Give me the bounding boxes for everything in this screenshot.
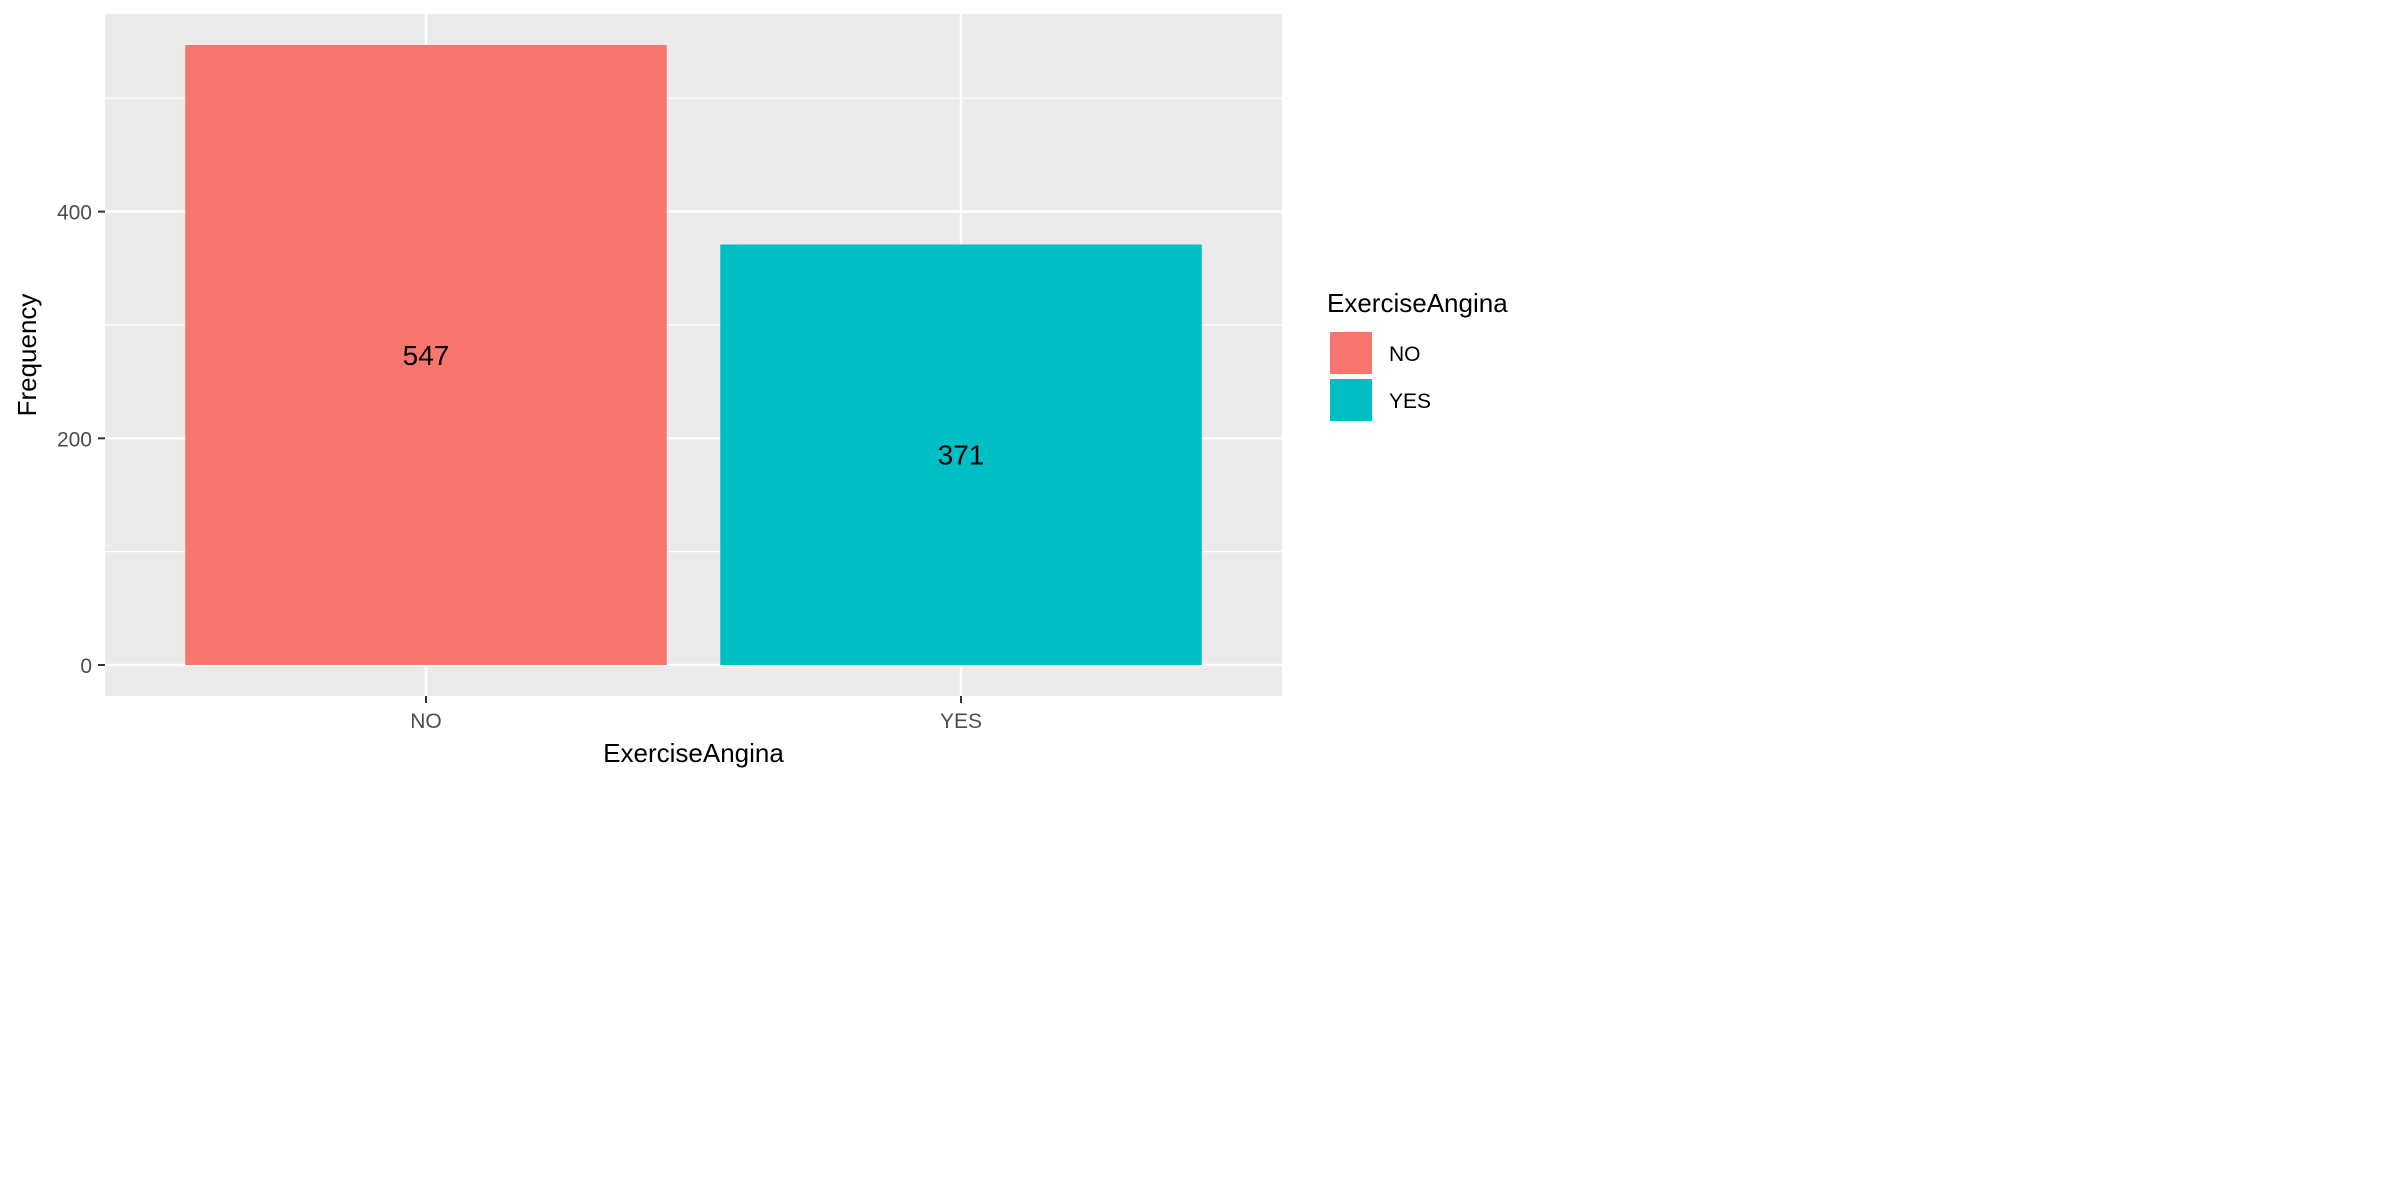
y-tick-label: 400 <box>57 202 92 225</box>
legend-item-no: NO <box>1328 330 1421 376</box>
bars <box>185 45 1202 666</box>
y-tick-label: 200 <box>57 428 92 451</box>
legend-item-yes: YES <box>1328 377 1431 423</box>
y-axis-title: Frequency <box>12 294 42 417</box>
data-label-no: 547 <box>403 340 450 371</box>
y-axis: 0 200 400 <box>57 202 105 678</box>
x-axis: NO YES <box>410 696 982 733</box>
data-label-yes: 371 <box>938 440 985 471</box>
bar-chart: 547 371 0 200 400 NO YES ExerciseAngina Freq… <box>12 14 1508 768</box>
legend-title: ExerciseAngina <box>1327 288 1508 318</box>
x-tick-label: YES <box>940 710 982 733</box>
bar-no <box>185 45 667 665</box>
x-axis-title: ExerciseAngina <box>603 738 784 768</box>
x-tick-label: NO <box>410 710 442 733</box>
legend-swatch-no <box>1328 330 1374 376</box>
legend: ExerciseAngina NO YES <box>1327 288 1508 423</box>
legend-swatch-yes <box>1328 377 1374 423</box>
data-labels: 547 371 <box>403 340 985 471</box>
legend-label-yes: YES <box>1389 390 1431 413</box>
legend-label-no: NO <box>1389 343 1421 366</box>
y-tick-label: 0 <box>80 655 92 678</box>
bar-yes <box>720 244 1202 666</box>
